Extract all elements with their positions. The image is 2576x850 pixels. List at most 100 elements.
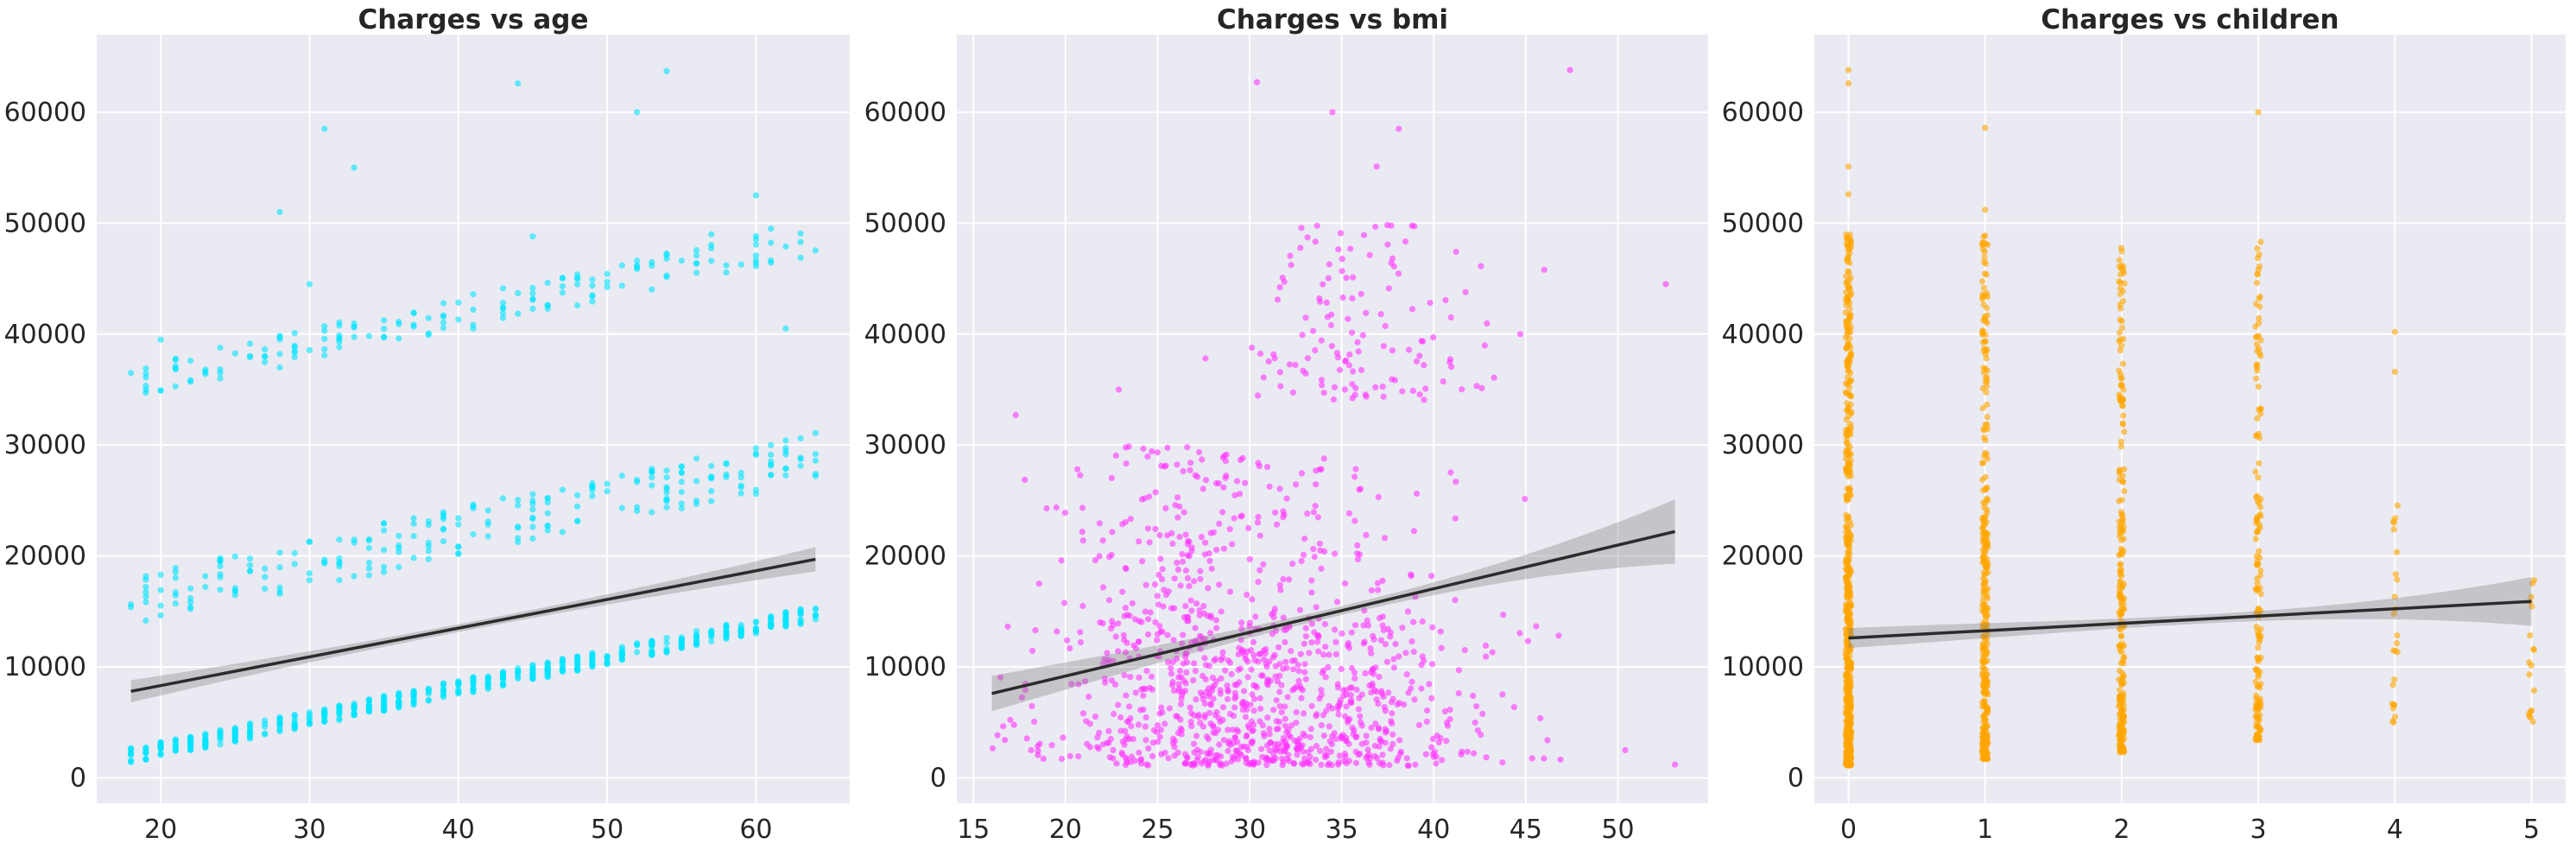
data-point [262,717,269,724]
data-point [1127,516,1134,523]
data-point [381,333,388,340]
data-point [1983,318,1990,325]
data-point [1004,623,1011,630]
data-point [589,298,596,305]
data-point [470,325,477,332]
data-point [1271,651,1278,659]
data-point [1327,321,1334,329]
data-point [1328,343,1335,350]
data-point [1222,474,1229,481]
data-point [1341,751,1348,758]
data-point [1162,462,1169,469]
data-point [1197,575,1204,582]
data-point [351,709,358,716]
data-point [1421,396,1427,403]
data-point [2252,536,2259,542]
data-point [142,576,149,583]
data-point [797,254,804,261]
data-point [1413,358,1421,365]
data-point [2253,362,2260,369]
data-point [515,289,522,296]
data-point [737,484,744,491]
data-point [1031,718,1038,726]
data-point [1012,411,1019,419]
data-point [1200,603,1207,610]
data-point [1173,713,1180,720]
data-point [1979,278,1986,285]
data-point [1152,618,1159,625]
data-point [2119,420,2126,427]
data-point [1380,393,1387,400]
data-point [2256,303,2263,310]
data-point [1843,231,1850,238]
data-point [1358,740,1365,747]
data-point [1313,743,1320,750]
data-point [1322,752,1329,758]
data-point [276,351,283,358]
data-point [1555,632,1562,639]
data-point [1154,722,1161,729]
data-point [128,745,135,752]
data-point [1256,650,1263,657]
data-point [1298,470,1306,477]
data-point [1171,605,1178,612]
data-point [994,732,1001,739]
data-point [1145,631,1152,638]
data-point [1179,640,1186,647]
data-point [1122,649,1130,656]
data-point [1338,665,1345,673]
data-point [1275,644,1282,650]
data-point [187,599,194,606]
data-point [1984,561,1991,568]
data-point [2118,526,2125,533]
data-point [410,309,417,316]
data-point [1844,327,1851,333]
data-point [559,282,566,289]
data-point [737,626,744,634]
data-point [1318,466,1325,473]
data-point [1264,714,1271,721]
data-point [1293,481,1300,488]
data-point [1382,322,1389,329]
data-point [1845,665,1851,672]
data-point [1491,374,1497,381]
data-point [1066,752,1073,759]
data-point [2526,713,2533,720]
data-point [1180,509,1187,516]
y-tick-label: 20000 [1722,542,1804,572]
data-point [1246,555,1253,562]
data-point [768,462,775,469]
data-point [291,342,298,349]
data-point [1095,745,1102,752]
data-point [1276,672,1283,679]
data-point [1137,760,1145,767]
data-point [1202,477,1210,484]
data-point [1345,510,1353,517]
x-tick-label: 2 [2113,815,2130,845]
data-point [1308,702,1315,709]
data-point [440,688,447,695]
data-point [2256,314,2263,321]
data-point [1418,685,1425,692]
data-point [1292,361,1299,368]
data-point [1310,546,1317,553]
data-point [1408,571,1415,578]
data-point [693,478,700,485]
data-point [2257,406,2264,413]
data-point [1035,752,1041,758]
data-point [1320,390,1327,396]
data-point [440,516,447,523]
data-point [1161,720,1168,727]
data-point [2390,611,2397,618]
data-point [634,109,641,116]
data-point [2529,603,2535,610]
data-point [1159,566,1166,573]
data-point [1199,456,1206,463]
data-point [1375,725,1382,732]
data-point [1438,644,1445,651]
data-point [663,639,670,646]
data-point [365,572,372,579]
data-point [1844,258,1851,265]
data-point [306,715,313,722]
data-point [231,725,238,732]
